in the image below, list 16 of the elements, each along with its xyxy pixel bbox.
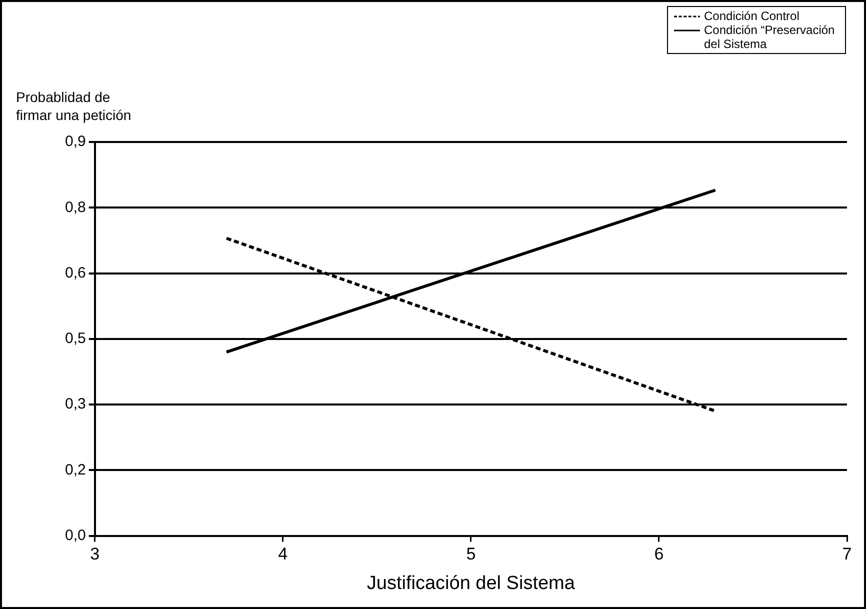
- y-tick-label: 0,5: [64, 330, 86, 348]
- y-axis-title: Probablidad de firmar una petición: [16, 88, 132, 124]
- y-tick-label: 0,0: [64, 526, 86, 544]
- x-tick-label: 6: [654, 544, 664, 564]
- x-axis-title: Justificación del Sistema: [366, 572, 576, 594]
- legend-label: Condición Control: [704, 9, 800, 23]
- y-tick-label: 0,8: [64, 198, 86, 216]
- y-tick-label: 0,6: [64, 264, 86, 282]
- legend-label: Condición “Preservación del Sistema: [704, 23, 836, 51]
- x-tick-label: 3: [90, 544, 100, 564]
- x-tick-label: 5: [466, 544, 476, 564]
- x-tick-label: 4: [278, 544, 288, 564]
- y-tick-label: 0,3: [64, 396, 86, 413]
- x-tick-label: 7: [842, 544, 852, 564]
- y-tick-label: 0,9: [64, 133, 86, 150]
- y-tick-label: 0,2: [64, 461, 86, 478]
